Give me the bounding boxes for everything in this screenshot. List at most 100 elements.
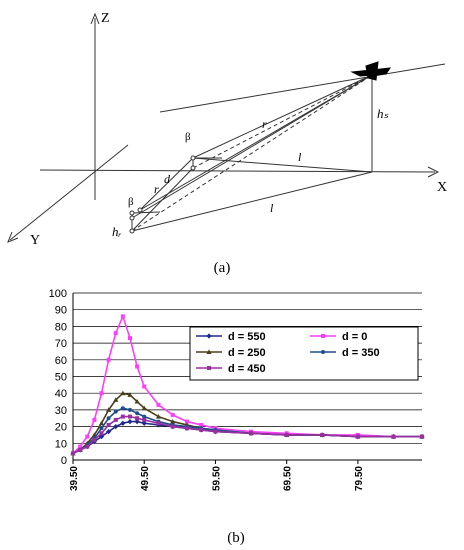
- data-point: [113, 331, 118, 336]
- data-point: [78, 447, 83, 452]
- data-point: [99, 431, 104, 436]
- data-point: [106, 416, 111, 421]
- x-axis-label: X: [437, 180, 447, 195]
- airplane-wing-icon: [365, 61, 379, 81]
- data-point: [135, 416, 140, 421]
- caption-a: (a): [214, 260, 231, 276]
- data-point: [99, 391, 104, 396]
- receiver-marker: [190, 165, 196, 171]
- data-point: [85, 444, 90, 449]
- data-point: [170, 412, 175, 417]
- legend-label: d = 450: [228, 363, 266, 375]
- r-mid-label: r: [154, 182, 159, 196]
- hs-label: hₛ: [377, 106, 389, 121]
- y-tick-label: 80: [55, 321, 67, 333]
- data-point: [71, 451, 75, 456]
- slant-range-dashed-1: [131, 74, 373, 232]
- receiver-marker: [129, 210, 135, 216]
- ground-line-top: [192, 157, 373, 173]
- data-point: [142, 417, 147, 422]
- data-point: [141, 405, 147, 411]
- data-point: [142, 384, 147, 389]
- data-point: [320, 432, 325, 437]
- l-bottom-label: l: [270, 201, 274, 215]
- data-point: [106, 422, 111, 427]
- z-axis-arrow: [90, 12, 100, 25]
- y-tick-label: 90: [55, 305, 67, 317]
- data-point: [184, 426, 189, 431]
- receiver-marker: [137, 207, 143, 213]
- line-chart: 0 10 20 30 40 50 60 70 80 90 100 39.50 49.50 59.50 69.…: [49, 288, 425, 491]
- data-point: [170, 418, 176, 424]
- beta-bottom-label: β: [128, 196, 134, 208]
- slant-range-bottom: [131, 74, 373, 219]
- data-point: [113, 417, 118, 422]
- data-point: [120, 314, 125, 319]
- receiver-marker: [190, 155, 196, 161]
- hr-label: hᵣ: [112, 224, 122, 239]
- receiver-marker: [129, 215, 135, 221]
- data-point: [213, 429, 218, 434]
- data-point: [127, 392, 133, 397]
- legend-marker: [206, 349, 212, 354]
- data-point: [249, 431, 254, 436]
- data-point: [355, 434, 360, 439]
- data-point: [127, 418, 133, 425]
- x-tick-label: 69.50: [283, 466, 294, 491]
- legend-label: d = 0: [342, 331, 367, 343]
- legend-label: d = 250: [228, 347, 266, 359]
- legend-marker: [207, 366, 211, 370]
- legend-box: [189, 326, 419, 381]
- x-tick-label: 49.50: [140, 466, 151, 491]
- receiver-marker: [129, 228, 135, 234]
- data-point: [113, 424, 119, 430]
- data-point: [120, 390, 126, 396]
- series-line: [72, 415, 422, 455]
- data-point: [106, 357, 111, 362]
- y-tick-label: 60: [55, 355, 67, 367]
- data-point: [184, 419, 189, 424]
- x-tick-label: 39.50: [69, 466, 80, 491]
- legend-label: d = 350: [342, 347, 380, 359]
- data-point: [141, 420, 147, 426]
- data-point: [142, 414, 147, 419]
- r-top-label: r: [262, 117, 267, 131]
- y-tick-label: 0: [61, 455, 67, 467]
- legend-marker: [321, 350, 325, 354]
- data-point: [120, 406, 125, 411]
- data-point: [106, 407, 112, 412]
- y-tick-label: 40: [55, 388, 67, 400]
- y-axis: [9, 144, 129, 241]
- data-point: [78, 444, 83, 449]
- data-point: [155, 413, 162, 419]
- data-point: [113, 397, 119, 402]
- data-point: [120, 414, 125, 419]
- caption-b: (b): [227, 530, 245, 546]
- data-point: [199, 427, 204, 432]
- y-tick-label: 20: [55, 422, 67, 434]
- slant-range-dashed-2: [192, 74, 373, 169]
- data-point: [99, 426, 104, 431]
- data-point: [127, 407, 132, 412]
- geometry-diagram: [7, 12, 446, 243]
- l-top-label: l: [298, 150, 302, 164]
- y-tick-label: 70: [55, 338, 67, 350]
- data-point: [156, 402, 161, 407]
- legend-marker: [321, 334, 325, 338]
- ground-line-bottom: [131, 171, 373, 232]
- data-point: [98, 420, 105, 426]
- x-axis: [39, 169, 436, 173]
- y-tick-label: 100: [49, 288, 67, 300]
- beta-top-label: β: [185, 131, 191, 143]
- y-tick-label: 10: [55, 438, 67, 450]
- z-axis-label: Z: [101, 11, 110, 26]
- y-tick-label: 30: [55, 405, 67, 417]
- y-axis-arrow: [7, 231, 19, 243]
- x-tick-label: 59.50: [211, 466, 222, 491]
- data-point: [156, 421, 161, 426]
- data-point: [85, 434, 90, 439]
- data-point: [199, 422, 204, 427]
- beta-mark-bottom: [131, 211, 161, 214]
- data-point: [284, 432, 289, 437]
